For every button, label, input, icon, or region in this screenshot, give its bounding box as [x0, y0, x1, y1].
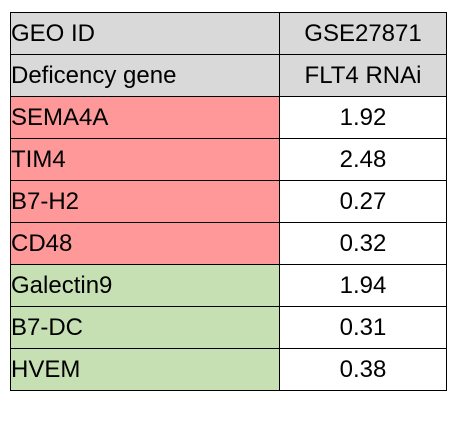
deficiency-gene-value: FLT4 RNAi [279, 54, 447, 97]
table-row: B7-DC 0.31 [10, 306, 447, 349]
table-row: Galectin9 1.94 [10, 264, 447, 307]
gene-name-cell: B7-DC [10, 306, 280, 349]
header-row-geo-id: GEO ID GSE27871 [10, 12, 447, 55]
geo-id-label: GEO ID [10, 12, 280, 55]
table-row: B7-H2 0.27 [10, 180, 447, 223]
fold-change-cell: 0.32 [279, 222, 447, 265]
gene-name-cell: TIM4 [10, 138, 280, 181]
fold-change-cell: 0.38 [279, 348, 447, 391]
fold-change-cell: 2.48 [279, 138, 447, 181]
gene-name-cell: B7-H2 [10, 180, 280, 223]
fold-change-cell: 1.94 [279, 264, 447, 307]
gene-expression-table: GEO ID GSE27871 Deficency gene FLT4 RNAi… [10, 12, 447, 391]
table-row: CD48 0.32 [10, 222, 447, 265]
gene-name-cell: CD48 [10, 222, 280, 265]
header-row-deficiency-gene: Deficency gene FLT4 RNAi [10, 54, 447, 97]
fold-change-cell: 1.92 [279, 96, 447, 139]
deficiency-gene-label: Deficency gene [10, 54, 280, 97]
fold-change-cell: 0.27 [279, 180, 447, 223]
gene-name-cell: Galectin9 [10, 264, 280, 307]
table-row: SEMA4A 1.92 [10, 96, 447, 139]
gene-name-cell: HVEM [10, 348, 280, 391]
geo-id-value: GSE27871 [279, 12, 447, 55]
gene-name-cell: SEMA4A [10, 96, 280, 139]
fold-change-cell: 0.31 [279, 306, 447, 349]
table-row: HVEM 0.38 [10, 348, 447, 391]
table-row: TIM4 2.48 [10, 138, 447, 181]
